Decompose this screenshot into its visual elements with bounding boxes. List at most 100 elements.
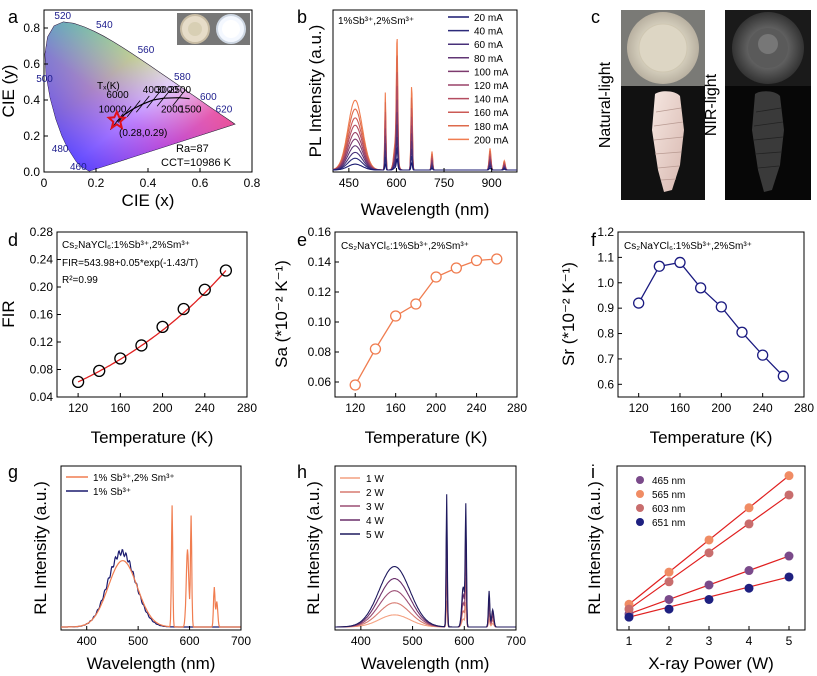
cct-label-1500: 1500	[179, 105, 202, 116]
legend-label-g-0: 1% Sb³⁺,2% Sm³⁺	[93, 473, 175, 484]
cct-label-4000: 4000	[143, 85, 166, 96]
legend-marker-i-3	[636, 518, 644, 526]
panel-b-title: 1%Sb³⁺,2%Sm³⁺	[338, 16, 414, 27]
shell-nir-light	[752, 91, 784, 192]
legend-marker-i-1	[636, 490, 644, 498]
panel-b-legend: 20 mA 40 mA 60 mA 80 mA 100 mA 120 mA 140 mA 16…	[448, 13, 509, 146]
point-651-nm	[664, 604, 674, 614]
x-tick-label: 200	[153, 401, 173, 415]
iso-cct-line	[156, 89, 171, 107]
legend-label-100-mA: 100 mA	[474, 67, 509, 78]
wavelength-label-520: 520	[54, 11, 71, 22]
panel-i-frame	[616, 465, 806, 631]
panel-letter-c: c	[591, 7, 600, 27]
y-tick-label: 0.6	[597, 377, 614, 391]
y-tick-label: 0.06	[308, 375, 332, 389]
panel-a-ticks: 0 0.2 0.4 0.6 0.8 0.0 0.2 0.4 0.6 0.8	[23, 21, 260, 190]
panel-f-ticks: 120 160 200 240 280 0.6 0.7 0.8 0.9 1.0 1.1 1.2	[597, 225, 814, 415]
y-tick-label: 1.1	[597, 250, 614, 264]
fir-point	[156, 320, 169, 334]
legend-marker-i-0	[636, 476, 644, 484]
fir-fit-line	[77, 270, 227, 383]
fir-point	[198, 283, 211, 296]
panel-f-ylabel: Sr (*10⁻² K⁻¹)	[559, 262, 578, 366]
panel-d-annotation-2: FIR=543.98+0.05*exp(-1.43/T)	[62, 258, 198, 269]
panel-a-cie-diagram: 0 0.2 0.4 0.6 0.8 0.0 0.2 0.4 0.6 0.8 520 540 560 58…	[0, 9, 261, 210]
x-tick-label: 3	[706, 634, 713, 648]
pl-curve-20-mA	[332, 158, 517, 171]
panel-h-ylabel: RL Intensity (a.u.)	[304, 481, 323, 615]
x-tick-label: 0.8	[244, 176, 261, 190]
x-tick-label: 4	[746, 634, 753, 648]
panel-h-rl-power: 400 500 600 700 1 W 2 W 3 W 4 W 5 W Wavelength …	[304, 465, 526, 673]
nir-light-label: NIR-light	[703, 73, 720, 136]
panel-f-sr: 120 160 200 240 280 0.6 0.7 0.8 0.9 1.0 1.1 1.2 Cs₂…	[559, 225, 814, 447]
panel-g-ylabel: RL Intensity (a.u.)	[31, 481, 50, 615]
panel-letter-g: g	[8, 462, 18, 482]
rl-curve-g-0	[61, 505, 241, 628]
y-tick-label: 0.6	[23, 57, 40, 71]
panel-g-ticks: 400 500 600 700	[77, 626, 251, 648]
sa-point	[430, 271, 442, 283]
wavelength-label-560: 560	[138, 45, 155, 56]
wavelength-label-620: 620	[216, 105, 233, 116]
x-tick-label: 240	[753, 401, 773, 415]
point-603-nm	[784, 490, 794, 500]
panel-a-xlabel: CIE (x)	[122, 191, 175, 210]
iso-cct-line	[172, 89, 187, 107]
x-tick-label: 0.2	[88, 176, 105, 190]
point-651-nm	[784, 572, 794, 582]
x-tick-label: 120	[345, 401, 365, 415]
legend-label-140-mA: 140 mA	[474, 95, 509, 106]
rl-curve-h-4-W	[335, 520, 516, 628]
wavelength-label-540: 540	[96, 20, 113, 31]
x-tick-label: 600	[454, 634, 474, 648]
panel-d-annotation-1: Cs₂NaYCl₆:1%Sb³⁺,2%Sm³⁺	[62, 240, 190, 251]
fir-point	[114, 352, 127, 365]
y-tick-label: 0.12	[30, 335, 54, 349]
legend-label-160-mA: 160 mA	[474, 108, 509, 119]
x-tick-label: 160	[110, 401, 130, 415]
cct-text: CCT=10986 K	[161, 157, 232, 169]
y-tick-label: 0.2	[23, 129, 40, 143]
legend-label-h-4: 5 W	[366, 530, 384, 541]
x-tick-label: 700	[506, 634, 526, 648]
x-tick-label: 280	[507, 401, 527, 415]
wavelength-label-580: 580	[174, 72, 191, 83]
panel-a-ylabel: CIE (y)	[0, 65, 18, 118]
panel-b-pl-spectra: 450 600 750 900 20 mA 40 mA 60 mA 80 mA 100 mA 1…	[306, 9, 518, 219]
y-tick-label: 0.04	[30, 390, 54, 404]
x-tick-label: 0.4	[140, 176, 157, 190]
x-tick-label: 120	[629, 401, 649, 415]
panel-e-ticks: 120 160 200 240 280 0.06 0.08 0.10 0.12 0.14 0.16	[308, 225, 528, 415]
legend-label-200-mA: 200 mA	[474, 135, 509, 146]
x-tick-label: 280	[237, 401, 257, 415]
point-651-nm	[744, 583, 754, 593]
y-tick-label: 0.8	[597, 327, 614, 341]
x-tick-label: 600	[180, 634, 200, 648]
sr-point	[736, 326, 748, 338]
x-tick-label: 200	[711, 401, 731, 415]
iso-cct-line	[135, 95, 150, 113]
panel-d-ticks: 120 160 200 240 280 0.04 0.08 0.12 0.16 0.20 0.24 0…	[30, 225, 258, 415]
x-tick-label: 500	[128, 634, 148, 648]
panel-letter-i: i	[591, 462, 595, 482]
fir-point	[177, 302, 190, 316]
panel-g-legend: 1% Sb³⁺,2% Sm³⁺ 1% Sb³⁺	[66, 473, 175, 498]
x-tick-label: 160	[670, 401, 690, 415]
sa-line	[354, 258, 497, 386]
panel-f-xlabel: Temperature (K)	[650, 428, 773, 447]
x-tick-label: 400	[77, 634, 97, 648]
cct-label-3000: 3000	[156, 85, 179, 96]
sa-point	[491, 253, 503, 265]
legend-label-80-mA: 80 mA	[474, 54, 503, 65]
legend-label-i-1: 565 nm	[652, 490, 685, 501]
x-tick-label: 1	[626, 634, 633, 648]
panel-e-ylabel: Sa (*10⁻² K⁻¹)	[272, 260, 291, 368]
x-tick-label: 280	[794, 401, 814, 415]
panel-g-xlabel: Wavelength (nm)	[87, 654, 216, 673]
sr-point	[653, 260, 665, 272]
panel-d-annotation-3: R²=0.99	[62, 275, 98, 286]
sr-point	[695, 282, 707, 294]
legend-label-h-3: 4 W	[366, 516, 384, 527]
